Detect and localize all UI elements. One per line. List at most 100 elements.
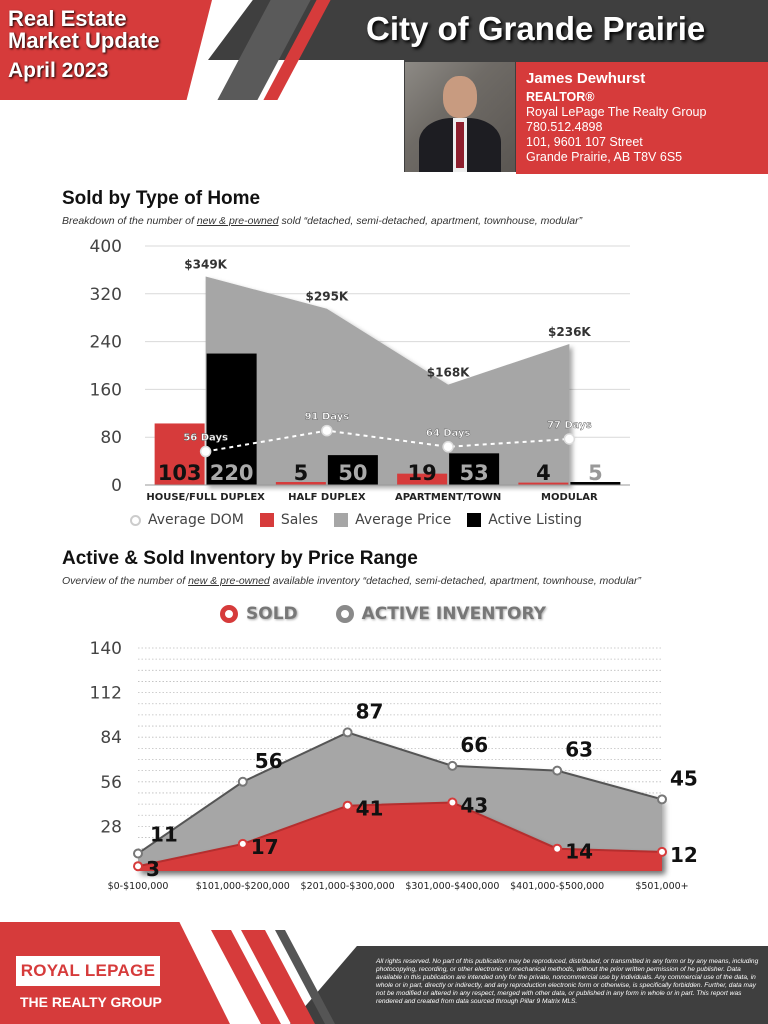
royal-lepage-logo: ROYAL LEPAGE [14,954,162,988]
sales-value-label: 4 [536,461,551,485]
sales-bar [397,473,448,485]
footer-dark-banner [290,946,768,1024]
sold-value-label: 3 [146,857,160,881]
section1-subtitle: Breakdown of the number of new & pre-own… [62,215,583,227]
x-tick-label: $501,000+ [635,881,688,892]
ring-icon [130,514,141,526]
active-inventory-value-label: 87 [356,699,384,723]
average-price-label: $168K [427,366,470,380]
report-title: Real Estate Market Update April 2023 [8,8,160,82]
y-tick-label: 28 [100,817,122,837]
report-date: April 2023 [8,59,109,82]
legend-active-inventory: ACTIVE INVENTORY [335,604,546,624]
active-inventory-point [552,765,563,776]
average-dom-label: 77 Days [547,420,592,431]
active-inventory-point [342,727,353,738]
active-listing-value-label: 50 [338,461,367,485]
legend-active-listing: Active Listing [467,512,582,528]
average-dom-point [563,433,576,445]
agent-company: Royal LePage The Realty Group [526,105,707,119]
average-dom-line [205,429,570,453]
agent-address-line1: 101, 9601 107 Street [526,135,643,149]
active-listing-bar [449,453,500,485]
x-tick-label: MODULAR [541,492,598,503]
average-price-area [205,276,570,485]
average-dom-label: 56 Days [183,433,228,444]
x-tick-label: $201,000-$300,000 [301,881,395,892]
average-price-label: $236K [548,325,591,339]
agent-name: James Dewhurst [526,70,646,87]
sales-bar [154,423,205,485]
active-listing-bar [327,455,378,485]
average-dom-point [442,441,454,453]
active-inventory-value-label: 45 [670,766,698,790]
average-dom-point [199,445,212,458]
chart2-legend: SOLD ACTIVE INVENTORY [220,604,546,624]
agent-phone[interactable]: 780.512.4898 [526,120,603,134]
active-inventory-value-label: 63 [565,738,593,762]
active-inventory-point [657,794,667,805]
section1-title: Sold by Type of Home [62,188,261,209]
average-dom-point [321,424,333,437]
report-title-line1: Real Estate [8,6,127,31]
agent-photo [405,62,515,172]
section2-title: Active & Sold Inventory by Price Range [62,548,418,569]
sold-area-line [137,801,663,868]
sold-point [552,843,563,854]
agent-title: REALTOR® [526,90,595,104]
sales-bar [275,482,326,485]
active-inventory-point [133,848,143,859]
inventory-by-price-chart: 140 112 84 56 28 11 56 87 66 63 45 3 17 41 43 14 12 $0-$1… [90,639,698,892]
legend-average-price: Average Price [334,512,451,528]
sales-bar [518,482,569,485]
agent-address-line2: Grande Prairie, AB T8V 6S5 [526,150,683,164]
active-inventory-area-line [137,731,663,855]
average-dom-label: 91 Days [305,412,350,423]
disclaimer: All rights reserved. No part of this pub… [376,958,759,1006]
report-title-line2: Market Update [8,28,160,53]
active-inventory-point [237,776,248,787]
y-tick-label: 140 [90,639,122,659]
average-price-label: $295K [306,290,349,304]
sales-value-label: 19 [408,461,437,485]
header-red-banner [0,0,212,100]
active-listing-value-label: 53 [460,461,489,485]
sold-by-type-chart: 400 320 240 160 80 0 $349K $295K $168K $236K 103 22… [90,237,630,503]
y-tick-label: 320 [90,285,122,305]
sold-area [138,802,662,871]
y-tick-label: 56 [100,773,122,793]
square-icon [259,513,274,527]
y-tick-label: 240 [90,333,122,353]
sold-value-label: 12 [670,843,698,867]
average-dom-label: 64 Days [426,428,471,439]
sold-point [237,838,248,849]
active-inventory-value-label: 56 [255,749,283,773]
y-tick-label: 80 [100,428,122,448]
active-inventory-point [447,760,458,771]
x-tick-label: $401,000-$500,000 [510,881,604,892]
legend-sold: SOLD [220,604,298,624]
active-listing-bar [570,482,621,485]
sold-point [133,861,143,872]
active-marker-icon [335,605,354,623]
sold-marker-icon [220,605,238,623]
active-inventory-value-label: 11 [150,822,178,846]
sold-point [657,846,667,857]
sold-value-label: 41 [356,797,384,821]
sales-value-label: 103 [158,461,202,485]
square-icon [334,513,349,527]
logo-subtitle: THE REALTY GROUP [20,994,162,1010]
city-title: City of Grande Prairie [366,10,706,47]
active-listing-bar [206,353,257,485]
y-tick-label: 400 [90,237,122,257]
y-tick-label: 0 [111,476,122,496]
legend-sales: Sales [259,512,318,528]
y-tick-label: 112 [90,684,122,704]
x-tick-label: HOUSE/FULL DUPLEX [146,492,265,503]
legend-average-dom: Average DOM [130,512,244,528]
sold-value-label: 14 [565,840,593,864]
sales-value-label: 5 [294,461,309,485]
sold-point [342,800,353,811]
x-tick-label: APARTMENT/TOWN [395,492,501,503]
